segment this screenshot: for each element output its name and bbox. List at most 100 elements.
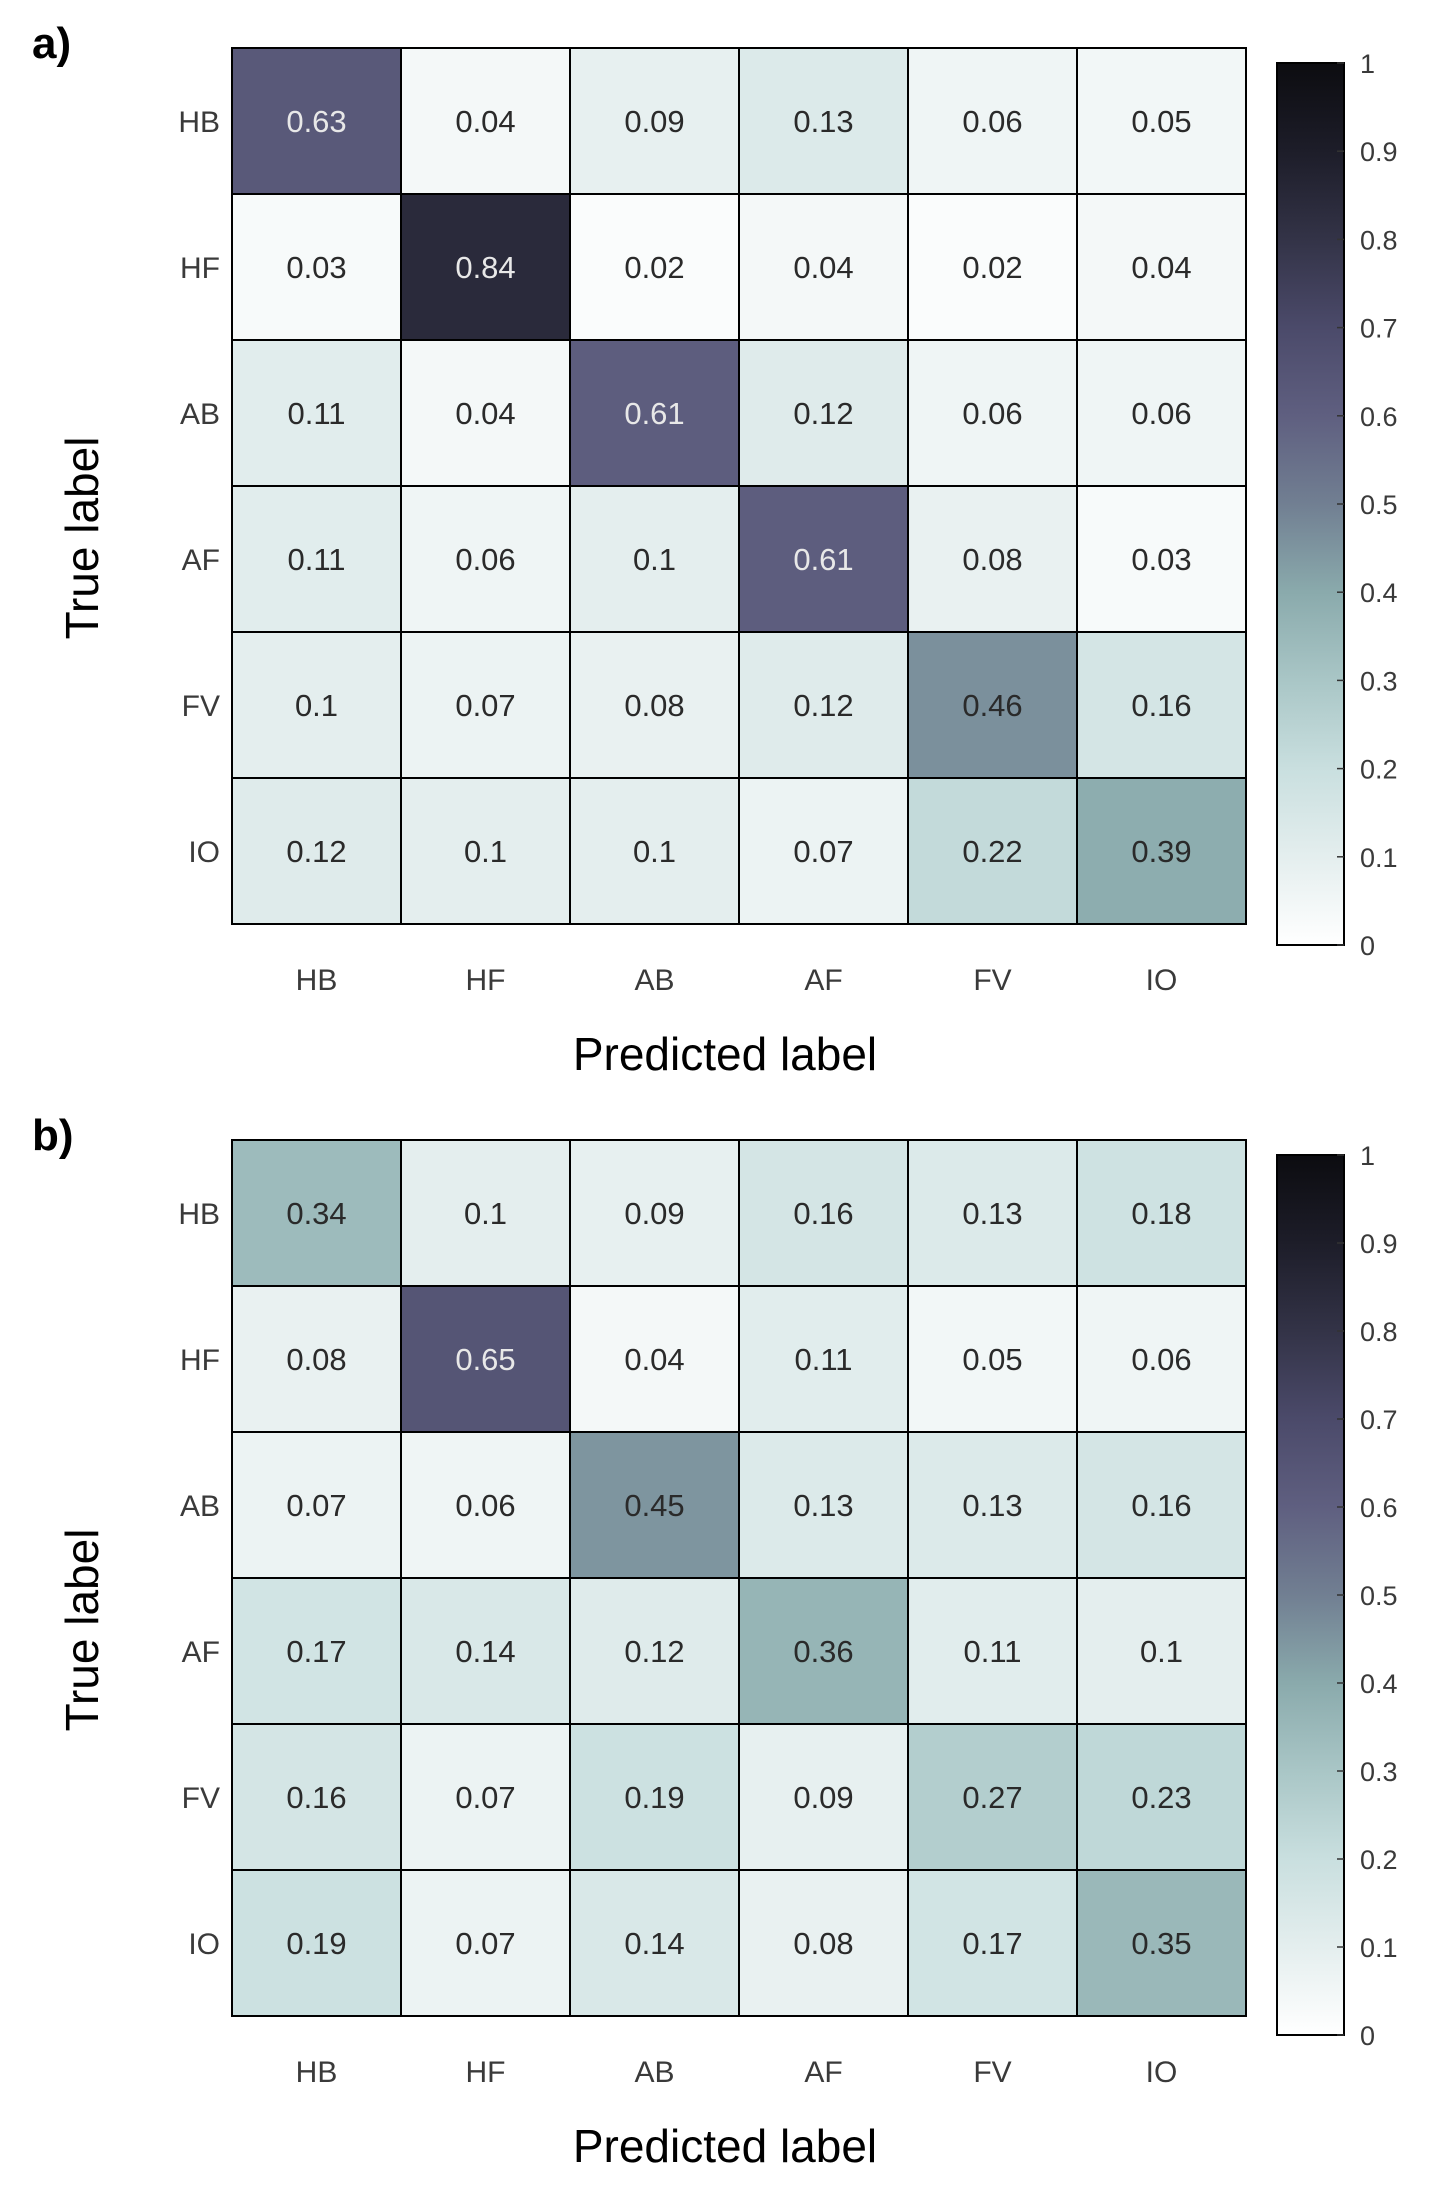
heatmap-cell xyxy=(907,339,1078,487)
heatmap-cell xyxy=(231,1139,402,1287)
heatmap-cell xyxy=(231,47,402,195)
y-tick-labels-a: HB HF AB AF FV IO xyxy=(178,106,220,869)
heatmap-cell xyxy=(1076,47,1247,195)
heatmap-cell xyxy=(400,1577,571,1725)
cell-value-label: 0.03 xyxy=(1131,542,1191,577)
cell-value-label: 0.12 xyxy=(624,1634,684,1669)
x-tick-label: IO xyxy=(1146,964,1178,997)
cell-value-label: 0.16 xyxy=(1131,1488,1191,1523)
x-tick-label: HB xyxy=(296,964,338,997)
cell-value-label: 0.46 xyxy=(962,688,1022,723)
heatmap-cell xyxy=(400,1285,571,1433)
cell-value-label: 0.08 xyxy=(962,542,1022,577)
heatmap-cell xyxy=(907,1285,1078,1433)
cell-value-label: 0.13 xyxy=(793,1488,853,1523)
cell-value-label: 0.13 xyxy=(793,104,853,139)
heatmap-cell xyxy=(907,1139,1078,1287)
cell-value-label: 0.13 xyxy=(962,1196,1022,1231)
cell-value-label: 0.02 xyxy=(962,250,1022,285)
heatmap-cell xyxy=(907,1869,1078,2017)
heatmap-cell xyxy=(231,1577,402,1725)
cell-value-label: 0.17 xyxy=(286,1634,346,1669)
cell-value-label: 0.23 xyxy=(1131,1780,1191,1815)
cell-value-label: 0.09 xyxy=(793,1780,853,1815)
heatmap-cell xyxy=(1076,1139,1247,1287)
heatmap-cell xyxy=(1076,1431,1247,1579)
cell-value-label: 0.18 xyxy=(1131,1196,1191,1231)
heatmap-cell xyxy=(738,1577,909,1725)
cell-value-label: 0.04 xyxy=(455,396,515,431)
y-axis-title-a: True label xyxy=(56,437,108,640)
heatmap-cell xyxy=(1076,777,1247,925)
cell-value-label: 0.14 xyxy=(624,1926,684,1961)
cell-value-label: 0.65 xyxy=(455,1342,515,1377)
cell-value-label: 0.45 xyxy=(624,1488,684,1523)
heatmap-cell xyxy=(231,485,402,633)
colorbar-tick-label: 0.8 xyxy=(1360,1317,1398,1347)
cell-value-label: 0.04 xyxy=(624,1342,684,1377)
colorbar-tick-label: 0.5 xyxy=(1360,1581,1398,1611)
heatmap-cell xyxy=(738,485,909,633)
heatmap-cell xyxy=(907,631,1078,779)
heatmap-cell xyxy=(1076,339,1247,487)
colorbar-gradient xyxy=(1276,1154,1345,2036)
x-tick-label: HF xyxy=(466,964,506,997)
cell-value-label: 0.16 xyxy=(793,1196,853,1231)
heatmap-cell xyxy=(231,777,402,925)
cell-value-label: 0.05 xyxy=(962,1342,1022,1377)
cell-value-label: 0.84 xyxy=(455,250,515,285)
y-tick-label: HF xyxy=(180,252,220,285)
cell-value-label: 0.39 xyxy=(1131,834,1191,869)
colorbar-tick-label: 1 xyxy=(1360,1141,1375,1171)
heatmap-cell xyxy=(231,1869,402,2017)
y-tick-label: IO xyxy=(188,836,220,869)
heatmap-cell xyxy=(738,1869,909,2017)
colorbar-tick-label: 0.7 xyxy=(1360,1405,1398,1435)
heatmap-cell xyxy=(569,47,740,195)
cell-value-label: 0.05 xyxy=(1131,104,1191,139)
heatmap-cell xyxy=(569,1139,740,1287)
colorbar-tick-label: 0.7 xyxy=(1360,314,1398,344)
heatmap-cell xyxy=(400,47,571,195)
heatmap-cell xyxy=(1076,1723,1247,1871)
x-tick-label: FV xyxy=(973,964,1011,997)
colorbar-tick-label: 0.4 xyxy=(1360,578,1398,608)
cell-value-label: 0.08 xyxy=(793,1926,853,1961)
cell-value-label: 0.1 xyxy=(464,1196,507,1231)
heatmap-cell xyxy=(907,1723,1078,1871)
x-tick-label: AF xyxy=(804,2056,842,2089)
cell-value-label: 0.63 xyxy=(286,104,346,139)
x-tick-label: FV xyxy=(973,2056,1011,2089)
colorbar-tick-label: 0.3 xyxy=(1360,1757,1398,1787)
cell-value-label: 0.19 xyxy=(624,1780,684,1815)
y-tick-label: FV xyxy=(182,690,220,723)
y-tick-labels-b: HB HF AB AF FV IO xyxy=(178,1198,220,1961)
x-tick-label: AB xyxy=(634,2056,674,2089)
colorbar-gradient xyxy=(1276,62,1345,946)
colorbar-tick-label: 0.4 xyxy=(1360,1669,1398,1699)
cell-value-label: 0.1 xyxy=(1140,1634,1183,1669)
x-tick-label: HF xyxy=(466,2056,506,2089)
cell-value-label: 0.36 xyxy=(793,1634,853,1669)
confusion-matrix-panel-b: b) 0.34 0.1 0.09 0.16 0.13 0.180.08 0.65 0.04 0.… xyxy=(32,1111,1398,2172)
heatmap-cell xyxy=(400,1723,571,1871)
colorbar-tick-label: 0 xyxy=(1360,2021,1375,2051)
heatmap-cell xyxy=(569,1723,740,1871)
cell-value-label: 0.09 xyxy=(624,1196,684,1231)
cell-value-label: 0.1 xyxy=(633,542,676,577)
colorbar-tick-label: 0.8 xyxy=(1360,225,1398,255)
heatmap-cell xyxy=(907,47,1078,195)
heatmap-cell xyxy=(569,1431,740,1579)
x-tick-labels-b: HB HF AB AF FV IO xyxy=(296,2056,1178,2089)
cell-value-label: 0.13 xyxy=(962,1488,1022,1523)
panel-label-a: a) xyxy=(32,19,71,68)
x-tick-label: HB xyxy=(296,2056,338,2089)
colorbar-tick-label: 0.1 xyxy=(1360,843,1398,873)
colorbar-tick-label: 0.2 xyxy=(1360,755,1398,785)
cell-value-label: 0.16 xyxy=(1131,688,1191,723)
cell-value-label: 0.27 xyxy=(962,1780,1022,1815)
heatmap-cell xyxy=(738,1285,909,1433)
panel-label-b: b) xyxy=(32,1111,74,1160)
heatmap-cell xyxy=(569,1577,740,1725)
